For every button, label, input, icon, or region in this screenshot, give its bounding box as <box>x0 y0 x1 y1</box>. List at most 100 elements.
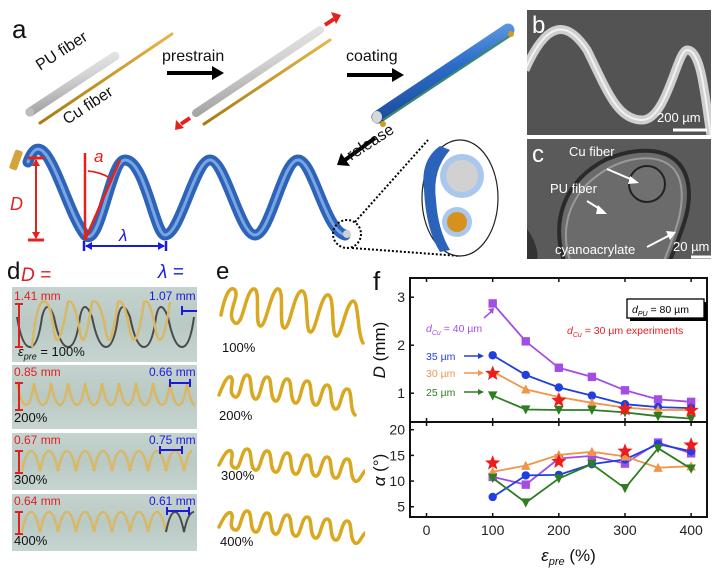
series-d-cu-30-m-experiments <box>485 365 699 417</box>
data-point <box>521 460 531 470</box>
data-point <box>488 492 497 502</box>
data-point <box>554 363 564 372</box>
symbol-lambda: λ <box>118 226 127 245</box>
data-point <box>587 446 597 456</box>
dimension-lambda-marker <box>82 241 168 251</box>
dcu-25-annotation: 25 µm <box>426 387 456 399</box>
coil-strain-label: 100% <box>222 340 256 355</box>
panel-d-photo-row: 0.67 mm 0.75 mm 300% <box>12 433 197 490</box>
row-D-value: 0.85 mm <box>14 365 61 379</box>
data-point <box>683 402 699 417</box>
stretch-arrow-down-icon <box>175 116 192 130</box>
panel-d-lambda-header: λ = <box>158 262 184 283</box>
dcu-35-arrow-icon <box>464 353 484 359</box>
eps-pre-label: εpre = 100% <box>18 344 85 362</box>
panel-d-letter: d <box>7 258 21 285</box>
coating-label: coating <box>346 48 398 65</box>
data-point <box>653 412 663 422</box>
panel-b-letter: b <box>532 12 546 39</box>
panel-d-D-header: D = <box>21 265 52 286</box>
release-arrow-icon <box>337 136 377 166</box>
data-point <box>521 405 531 415</box>
series-d-cu-30-m-experiments <box>485 437 699 470</box>
prestrain-label: prestrain <box>162 48 225 65</box>
data-point <box>488 299 497 308</box>
data-point <box>617 443 633 458</box>
pu-fiber-raw <box>25 51 120 117</box>
data-point <box>587 397 597 407</box>
dpu-annotation-text: dPU = 80 µm <box>632 304 689 318</box>
data-point <box>487 466 498 477</box>
dcu-40-annotation: dCu = 40 µm <box>426 323 482 337</box>
dcu-40-arrow-icon <box>483 308 494 319</box>
panel-d-photo-row: 0.64 mm 0.61 mm 400% <box>12 494 197 551</box>
data-point <box>521 337 530 346</box>
data-point <box>521 480 530 489</box>
data-point <box>521 370 530 380</box>
data-point <box>686 464 696 474</box>
data-point <box>587 405 597 415</box>
data-point <box>554 405 564 415</box>
data-point <box>653 443 663 454</box>
data-point <box>620 484 630 494</box>
data-point <box>620 386 630 395</box>
y-tick-label: 15 <box>389 447 405 463</box>
angle-alpha-marker <box>83 153 122 241</box>
cu-fiber-raw <box>38 32 174 125</box>
panel-f-letter: f <box>373 266 381 296</box>
dcu-30-annotation: 30 µm <box>426 368 456 380</box>
data-point <box>653 395 663 404</box>
y-tick-label: 2 <box>397 337 405 353</box>
row-D-value: 0.67 mm <box>14 433 61 447</box>
data-point <box>551 392 567 407</box>
dcu-30-arrow-icon <box>464 370 484 376</box>
x-tick-label: 0 <box>423 522 431 538</box>
data-point <box>620 451 630 461</box>
coil-strain-label: 200% <box>219 408 253 423</box>
y-tick-label: 5 <box>397 499 405 515</box>
plot-frame <box>409 421 708 518</box>
data-point <box>683 437 699 452</box>
data-point <box>653 405 663 415</box>
y-tick-label: 3 <box>397 289 405 305</box>
x-axis-label: εpre (%) <box>541 546 596 568</box>
symbol-alpha: a <box>94 147 103 166</box>
y-tick-label: 1 <box>397 385 405 401</box>
row-lambda-value: 0.61 mm <box>149 494 196 508</box>
data-point <box>485 455 501 470</box>
data-point <box>587 391 597 400</box>
row-D-value: 0.64 mm <box>14 494 61 508</box>
cu-fiber-stretched <box>202 38 332 126</box>
panel-e-coil-images <box>217 287 365 546</box>
panel-c-scale-label: 20 µm <box>673 239 710 254</box>
coated-fiber <box>371 23 515 127</box>
y-axis-label: D (mm) <box>370 322 389 379</box>
symbol-D: D <box>10 194 23 214</box>
panel-a-letter: a <box>12 14 27 44</box>
data-point <box>554 474 564 484</box>
panel-c-cu-label: Cu fiber <box>569 144 615 159</box>
row-strain-label: 200% <box>14 410 48 425</box>
data-point <box>485 365 501 380</box>
pu-fiber-stretched <box>192 26 324 117</box>
data-point <box>686 397 696 407</box>
panel-c-pu-label: PU fiber <box>550 181 597 196</box>
data-point <box>521 384 531 394</box>
experiments-annotation: dCu = 30 µm experiments <box>567 325 683 339</box>
row-strain-label: 300% <box>14 472 48 487</box>
x-tick-label: 400 <box>679 522 703 538</box>
chart-D-vs-strain: 1 2 3 D (mm) <box>370 277 708 424</box>
data-point <box>488 351 497 360</box>
dcu-35-annotation: 35 µm <box>426 351 456 363</box>
data-point <box>551 453 567 468</box>
y-axis-label: α (°) <box>370 454 389 487</box>
data-point <box>587 459 597 470</box>
data-point <box>617 401 633 416</box>
row-D-value: 1.41 mm <box>14 289 61 303</box>
eps-value: = 100% <box>36 344 85 359</box>
stretch-arrow-up-icon <box>323 12 341 27</box>
dimension-D-marker <box>28 156 44 242</box>
y-tick-label: 10 <box>389 473 405 489</box>
panel-c-sem-image: c Cu fiber PU fiber cyanoacrylate 20 µm <box>527 139 711 259</box>
